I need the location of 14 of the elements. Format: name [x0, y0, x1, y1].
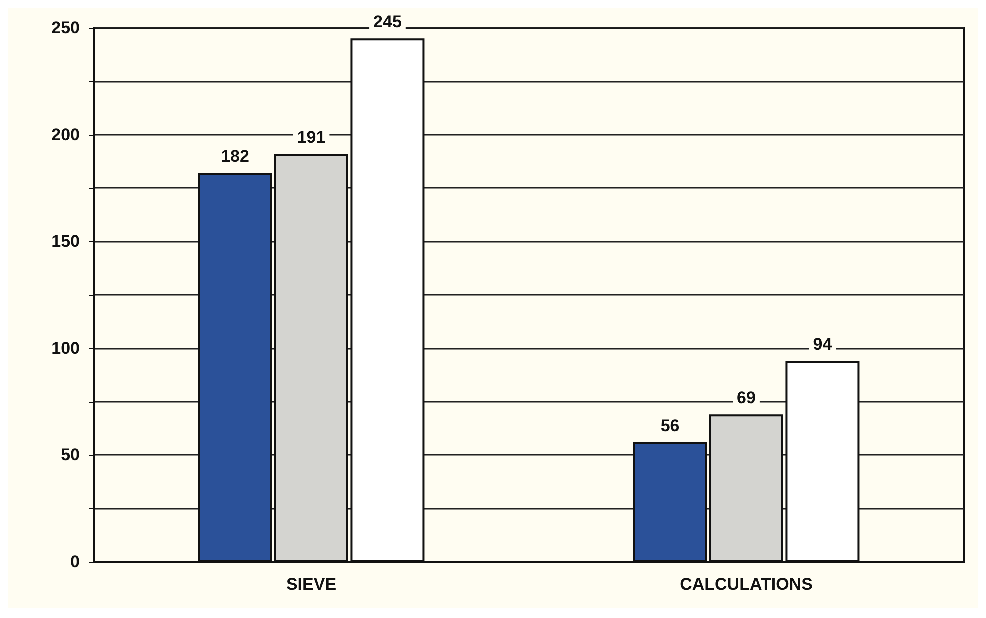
x-tick-label: CALCULATIONS — [680, 575, 813, 594]
y-tick-label: 50 — [61, 446, 80, 465]
y-tick-label: 100 — [52, 338, 80, 358]
data-label: 94 — [813, 335, 833, 354]
data-label: 191 — [297, 128, 326, 148]
data-label: 69 — [737, 388, 756, 408]
y-tick-label: 0 — [70, 552, 80, 572]
y-tick-label: 150 — [52, 232, 80, 252]
y-tick-label: 200 — [52, 125, 80, 144]
data-label: 182 — [221, 147, 250, 166]
data-label: 56 — [660, 416, 680, 436]
data-label: 245 — [374, 12, 402, 32]
y-tick-label: 250 — [52, 18, 80, 38]
x-tick-label: SIEVE — [286, 575, 337, 594]
